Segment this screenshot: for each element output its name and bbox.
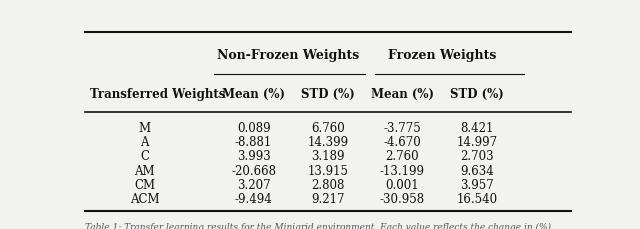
Text: -13.199: -13.199 xyxy=(380,164,425,177)
Text: 3.957: 3.957 xyxy=(460,178,493,191)
Text: 9.634: 9.634 xyxy=(460,164,493,177)
Text: Non-Frozen Weights: Non-Frozen Weights xyxy=(217,49,360,62)
Text: 2.703: 2.703 xyxy=(460,150,493,163)
Text: 16.540: 16.540 xyxy=(456,192,497,205)
Text: 3.207: 3.207 xyxy=(237,178,271,191)
Text: STD (%): STD (%) xyxy=(301,88,355,101)
Text: 2.808: 2.808 xyxy=(311,178,345,191)
Text: 8.421: 8.421 xyxy=(460,122,493,134)
Text: ACM: ACM xyxy=(130,192,159,205)
Text: 14.399: 14.399 xyxy=(307,136,349,149)
Text: Frozen Weights: Frozen Weights xyxy=(388,49,496,62)
Text: A: A xyxy=(140,136,148,149)
Text: 3.993: 3.993 xyxy=(237,150,271,163)
Text: Transferred Weights: Transferred Weights xyxy=(90,88,225,101)
Text: Table 1: Transfer learning results for the Minigrid environment. Each value refl: Table 1: Transfer learning results for t… xyxy=(85,222,551,229)
Text: -20.668: -20.668 xyxy=(231,164,276,177)
Text: -8.881: -8.881 xyxy=(235,136,272,149)
Text: -4.670: -4.670 xyxy=(383,136,421,149)
Text: 0.089: 0.089 xyxy=(237,122,271,134)
Text: AM: AM xyxy=(134,164,155,177)
Text: STD (%): STD (%) xyxy=(450,88,504,101)
Text: Mean (%): Mean (%) xyxy=(371,88,434,101)
Text: -30.958: -30.958 xyxy=(380,192,425,205)
Text: 14.997: 14.997 xyxy=(456,136,497,149)
Text: M: M xyxy=(138,122,150,134)
Text: 2.760: 2.760 xyxy=(385,150,419,163)
Text: CM: CM xyxy=(134,178,155,191)
Text: 13.915: 13.915 xyxy=(307,164,349,177)
Text: 3.189: 3.189 xyxy=(311,150,345,163)
Text: Mean (%): Mean (%) xyxy=(222,88,285,101)
Text: 6.760: 6.760 xyxy=(311,122,345,134)
Text: C: C xyxy=(140,150,149,163)
Text: -3.775: -3.775 xyxy=(383,122,421,134)
Text: -9.494: -9.494 xyxy=(235,192,273,205)
Text: 0.001: 0.001 xyxy=(385,178,419,191)
Text: 9.217: 9.217 xyxy=(311,192,345,205)
